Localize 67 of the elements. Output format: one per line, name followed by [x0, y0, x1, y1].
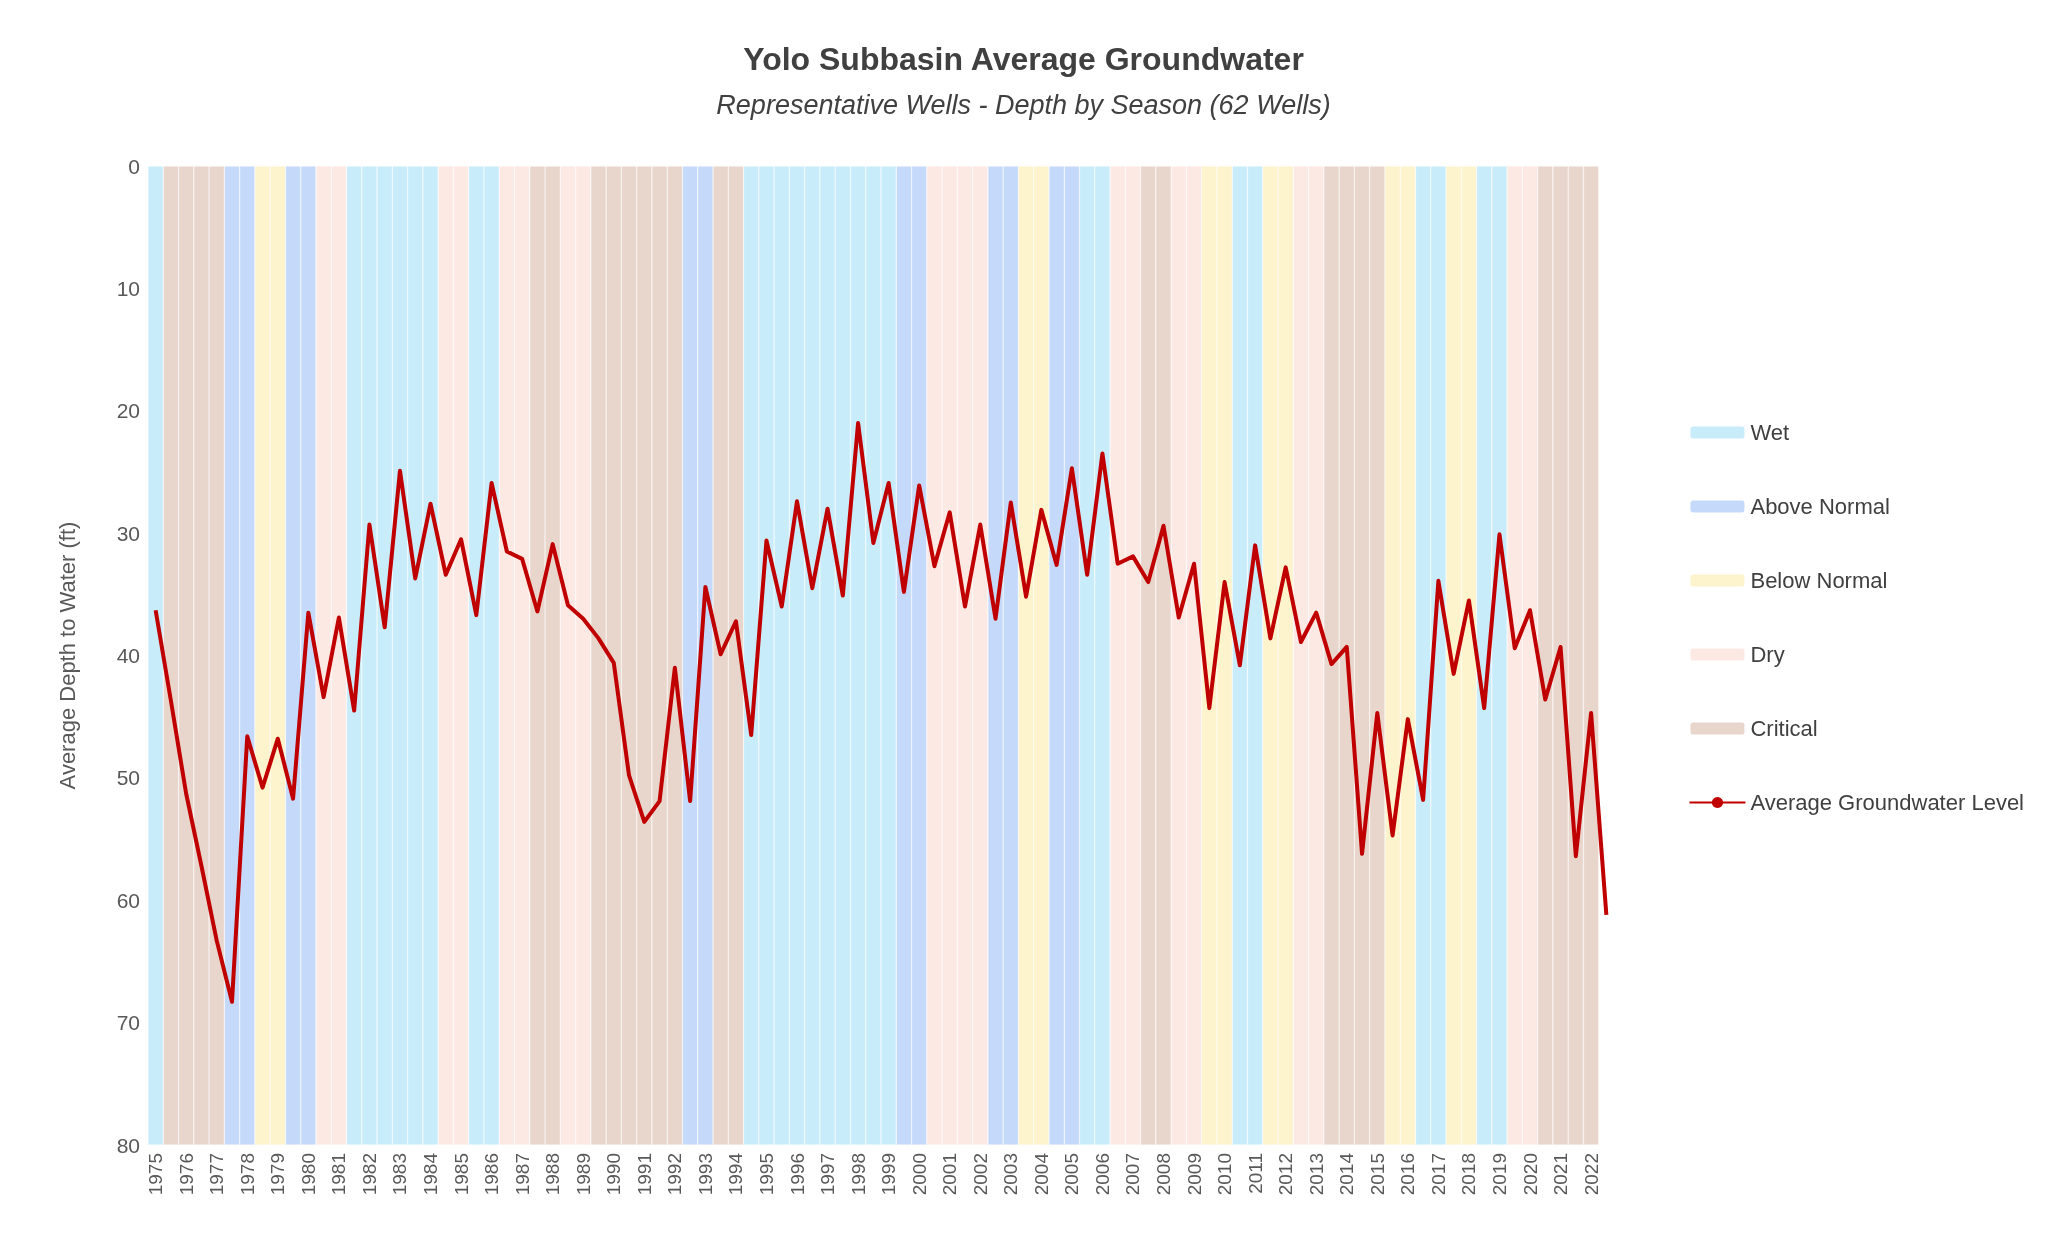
x-tick-label: 2021	[1550, 1153, 1572, 1196]
chart-subtitle: Representative Wells - Depth by Season (62 Wells)	[716, 89, 1331, 120]
x-tick-label: 2008	[1153, 1153, 1175, 1196]
x-tick-label: 1989	[572, 1153, 594, 1196]
x-tick-label: 1995	[755, 1153, 777, 1196]
x-tick-label: 2020	[1519, 1153, 1541, 1196]
legend-label: Below Normal	[1750, 568, 1888, 593]
x-tick-label: 2019	[1488, 1153, 1510, 1196]
x-tick-label: 1982	[358, 1153, 380, 1196]
x-tick-label: 1997	[817, 1153, 839, 1196]
chart-title: Yolo Subbasin Average Groundwater	[743, 41, 1304, 77]
x-tick-label: 2005	[1061, 1153, 1083, 1196]
x-tick-label: 2006	[1091, 1153, 1113, 1196]
x-tick-label: 2003	[1000, 1153, 1022, 1196]
x-tick-label: 2010	[1214, 1153, 1236, 1196]
x-tick-label: 1999	[878, 1153, 900, 1196]
x-tick-label: 2016	[1397, 1153, 1419, 1196]
x-tick-label: 1984	[420, 1152, 442, 1196]
x-tick-label: 1976	[175, 1153, 197, 1196]
x-tick-label: 1975	[145, 1153, 167, 1196]
y-axis-title: Average Depth to Water (ft)	[54, 521, 80, 790]
x-tick-label: 1986	[481, 1153, 503, 1196]
x-tick-label: 2004	[1030, 1152, 1052, 1196]
x-tick-label: 1996	[786, 1153, 808, 1196]
x-tick-label: 1977	[206, 1153, 228, 1196]
y-tick-label: 0	[128, 154, 140, 178]
y-tick-label: 60	[116, 888, 140, 912]
x-tick-label: 1991	[633, 1153, 655, 1196]
x-tick-label: 1993	[694, 1153, 716, 1196]
x-tick-label: 1978	[236, 1153, 258, 1196]
legend-label: Average Groundwater Level	[1750, 790, 2025, 815]
y-tick-label: 10	[116, 276, 140, 300]
x-tick-label: 2002	[969, 1153, 991, 1196]
x-tick-label: 1983	[389, 1153, 411, 1196]
x-tick-label: 2001	[939, 1153, 961, 1196]
x-tick-label: 1988	[542, 1153, 564, 1196]
x-tick-label: 2018	[1458, 1153, 1480, 1196]
x-tick-label: 1979	[267, 1153, 289, 1196]
x-tick-label: 1981	[328, 1153, 350, 1196]
y-tick-label: 30	[116, 521, 140, 545]
x-tick-label: 2011	[1244, 1153, 1266, 1194]
x-tick-label: 1987	[511, 1153, 533, 1196]
x-tick-label: 1980	[297, 1153, 319, 1196]
x-tick-label: 2022	[1580, 1153, 1602, 1196]
x-tick-label: 2007	[1122, 1153, 1144, 1196]
x-tick-label: 1994	[725, 1152, 747, 1196]
x-tick-label: 2013	[1305, 1153, 1327, 1196]
x-tick-label: 2000	[908, 1153, 930, 1196]
y-tick-label: 80	[116, 1133, 140, 1157]
legend-label: Critical	[1750, 716, 1818, 741]
y-tick-label: 20	[116, 399, 140, 423]
x-tick-label: 1990	[603, 1153, 625, 1196]
legend-label: Above Normal	[1750, 494, 1890, 519]
x-tick-label: 2012	[1275, 1153, 1297, 1196]
x-tick-label: 2014	[1336, 1152, 1358, 1196]
x-tick-label: 1992	[664, 1153, 686, 1196]
x-tick-label: 2015	[1366, 1153, 1388, 1196]
x-tick-label: 1998	[847, 1153, 869, 1196]
x-tick-label: 2017	[1427, 1153, 1449, 1196]
y-tick-label: 70	[116, 1011, 140, 1035]
y-tick-label: 40	[116, 644, 140, 667]
line-series	[153, 420, 1609, 1004]
x-tick-label: 1985	[450, 1153, 472, 1196]
y-tick-label: 50	[116, 766, 140, 790]
legend-label: Wet	[1750, 420, 1790, 445]
legend-label: Dry	[1750, 642, 1785, 667]
x-tick-label: 2009	[1183, 1153, 1205, 1196]
